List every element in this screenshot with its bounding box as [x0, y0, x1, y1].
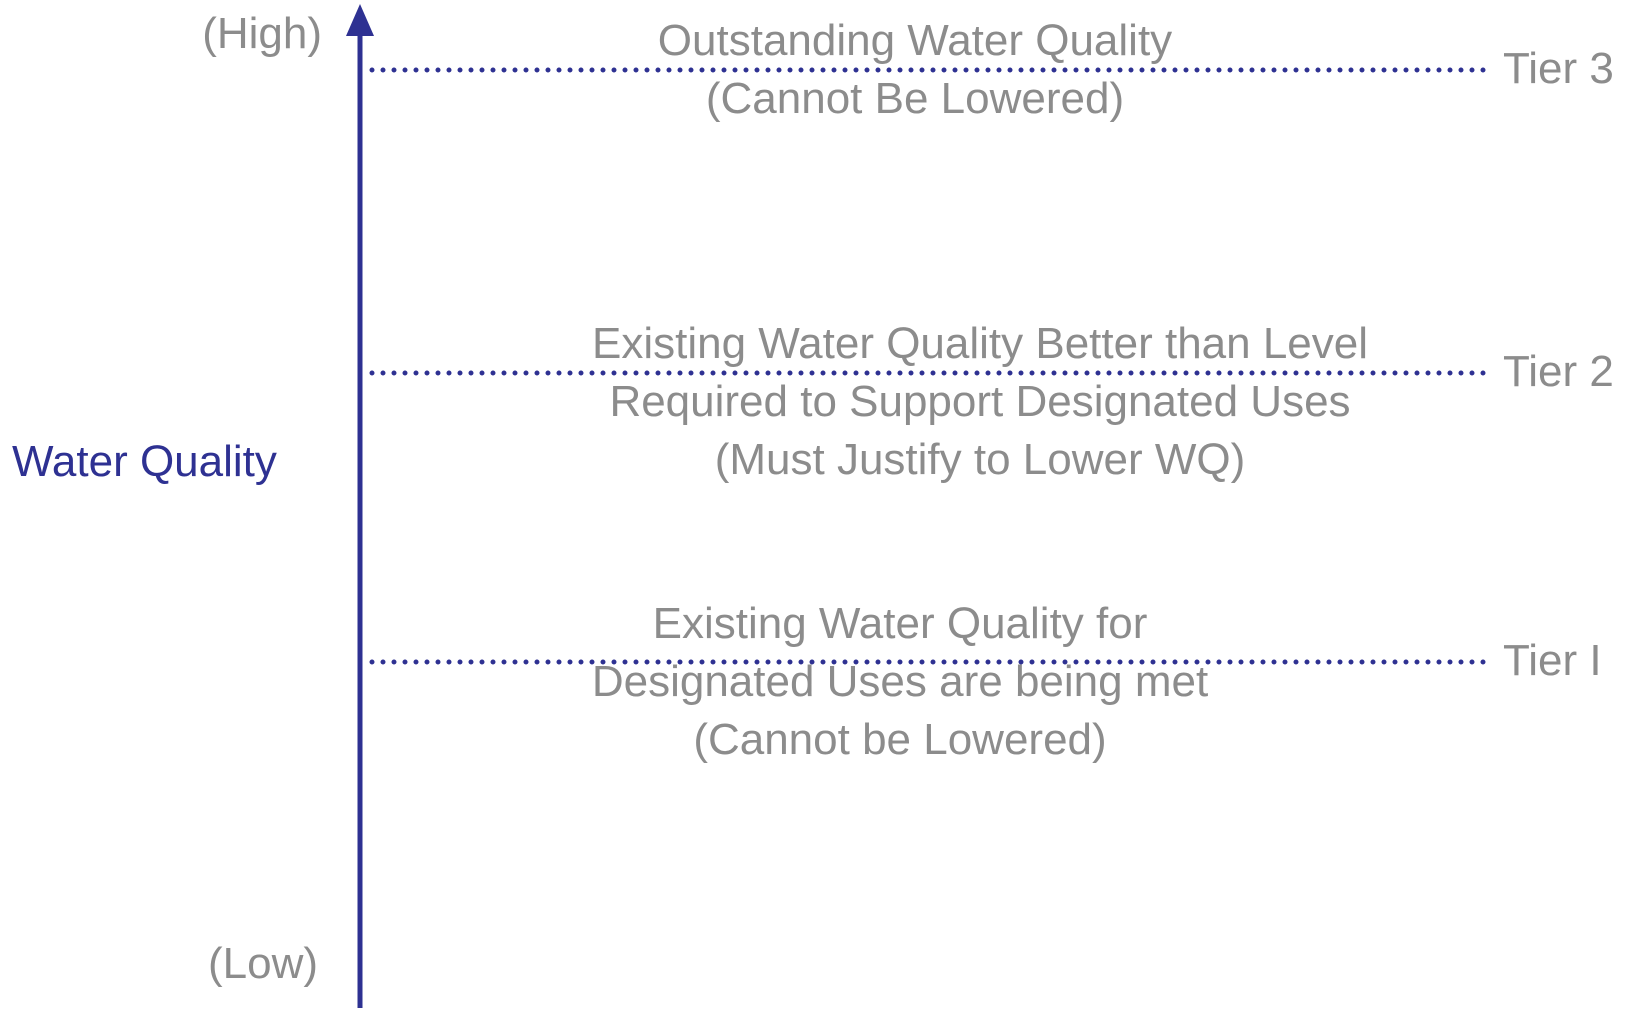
tiers: Tier 3 Outstanding Water Quality (Cannot B… [369, 16, 1614, 764]
tier-name: Tier 3 [1503, 44, 1614, 93]
tier-description: Designated Uses are being met [592, 657, 1208, 706]
tier-name: Tier 2 [1503, 347, 1614, 396]
tier-description: Existing Water Quality for [653, 599, 1148, 648]
tier-name: Tier I [1503, 636, 1602, 685]
tier-description: Outstanding Water Quality [658, 16, 1172, 65]
axis-arrow [346, 4, 374, 36]
axis-label: Water Quality [12, 437, 277, 486]
tier-description: Existing Water Quality Better than Level [592, 319, 1368, 368]
axis-high: (High) [202, 9, 322, 58]
axis-low: (Low) [208, 939, 318, 988]
tier-description: (Cannot be Lowered) [693, 715, 1106, 764]
tier-description: (Cannot Be Lowered) [706, 74, 1124, 123]
tier-description: (Must Justify to Lower WQ) [715, 435, 1246, 484]
tier-description: Required to Support Designated Uses [609, 377, 1350, 426]
